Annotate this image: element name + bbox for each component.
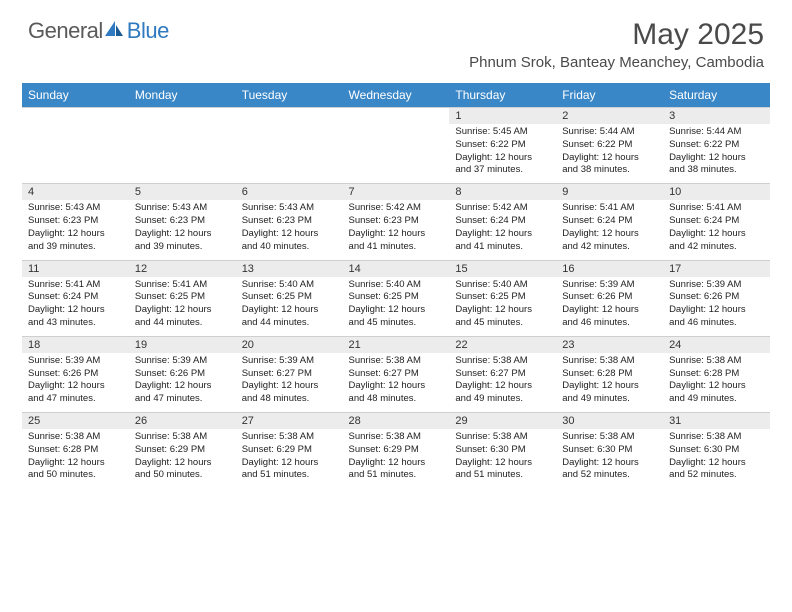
day-number-cell: 3 xyxy=(663,108,770,125)
day-number-cell: 29 xyxy=(449,413,556,430)
day-number-cell: 10 xyxy=(663,184,770,201)
day-number-row: 123 xyxy=(22,108,770,125)
day-content-cell: Sunrise: 5:39 AMSunset: 6:26 PMDaylight:… xyxy=(22,353,129,413)
day-number-cell: 31 xyxy=(663,413,770,430)
day-number-cell: 24 xyxy=(663,336,770,353)
day-number-cell xyxy=(129,108,236,125)
day-content-cell: Sunrise: 5:38 AMSunset: 6:30 PMDaylight:… xyxy=(663,429,770,488)
day-number-cell: 8 xyxy=(449,184,556,201)
month-title: May 2025 xyxy=(469,18,764,52)
logo: General Blue xyxy=(28,18,169,44)
day-number-row: 18192021222324 xyxy=(22,336,770,353)
weekday-header: Monday xyxy=(129,83,236,108)
day-number-cell xyxy=(22,108,129,125)
day-content-row: Sunrise: 5:38 AMSunset: 6:28 PMDaylight:… xyxy=(22,429,770,488)
day-number-cell: 11 xyxy=(22,260,129,277)
day-number-row: 45678910 xyxy=(22,184,770,201)
weekday-header: Wednesday xyxy=(343,83,450,108)
day-content-cell: Sunrise: 5:40 AMSunset: 6:25 PMDaylight:… xyxy=(449,277,556,337)
day-content-cell: Sunrise: 5:43 AMSunset: 6:23 PMDaylight:… xyxy=(129,200,236,260)
day-content-cell: Sunrise: 5:41 AMSunset: 6:25 PMDaylight:… xyxy=(129,277,236,337)
day-number-cell: 19 xyxy=(129,336,236,353)
day-number-cell: 7 xyxy=(343,184,450,201)
day-number-cell: 18 xyxy=(22,336,129,353)
day-content-cell: Sunrise: 5:43 AMSunset: 6:23 PMDaylight:… xyxy=(22,200,129,260)
day-content-cell: Sunrise: 5:39 AMSunset: 6:27 PMDaylight:… xyxy=(236,353,343,413)
day-number-cell xyxy=(343,108,450,125)
day-number-cell: 21 xyxy=(343,336,450,353)
calendar-table: SundayMondayTuesdayWednesdayThursdayFrid… xyxy=(22,83,770,488)
day-content-cell: Sunrise: 5:42 AMSunset: 6:24 PMDaylight:… xyxy=(449,200,556,260)
weekday-header-row: SundayMondayTuesdayWednesdayThursdayFrid… xyxy=(22,83,770,108)
title-block: May 2025 Phnum Srok, Banteay Meanchey, C… xyxy=(469,18,764,71)
weekday-header: Friday xyxy=(556,83,663,108)
day-number-cell: 20 xyxy=(236,336,343,353)
day-content-cell: Sunrise: 5:38 AMSunset: 6:29 PMDaylight:… xyxy=(129,429,236,488)
day-content-row: Sunrise: 5:39 AMSunset: 6:26 PMDaylight:… xyxy=(22,353,770,413)
day-content-cell: Sunrise: 5:41 AMSunset: 6:24 PMDaylight:… xyxy=(556,200,663,260)
day-number-cell: 17 xyxy=(663,260,770,277)
day-number-cell xyxy=(236,108,343,125)
day-content-cell: Sunrise: 5:38 AMSunset: 6:30 PMDaylight:… xyxy=(556,429,663,488)
day-number-cell: 2 xyxy=(556,108,663,125)
day-content-cell: Sunrise: 5:38 AMSunset: 6:27 PMDaylight:… xyxy=(449,353,556,413)
day-number-cell: 25 xyxy=(22,413,129,430)
logo-text-general: General xyxy=(28,18,103,44)
calendar-body: 123 Sunrise: 5:45 AMSunset: 6:22 PMDayli… xyxy=(22,108,770,489)
day-number-cell: 27 xyxy=(236,413,343,430)
day-number-cell: 28 xyxy=(343,413,450,430)
day-content-row: Sunrise: 5:41 AMSunset: 6:24 PMDaylight:… xyxy=(22,277,770,337)
day-number-row: 11121314151617 xyxy=(22,260,770,277)
day-number-cell: 23 xyxy=(556,336,663,353)
day-number-cell: 4 xyxy=(22,184,129,201)
page-header: General Blue May 2025 Phnum Srok, Bantea… xyxy=(0,0,792,75)
day-number-cell: 16 xyxy=(556,260,663,277)
day-content-cell: Sunrise: 5:38 AMSunset: 6:30 PMDaylight:… xyxy=(449,429,556,488)
weekday-header: Sunday xyxy=(22,83,129,108)
day-number-row: 25262728293031 xyxy=(22,413,770,430)
day-content-cell: Sunrise: 5:39 AMSunset: 6:26 PMDaylight:… xyxy=(556,277,663,337)
logo-text-blue: Blue xyxy=(127,18,169,44)
day-content-cell: Sunrise: 5:40 AMSunset: 6:25 PMDaylight:… xyxy=(236,277,343,337)
weekday-header: Thursday xyxy=(449,83,556,108)
day-content-cell: Sunrise: 5:38 AMSunset: 6:29 PMDaylight:… xyxy=(343,429,450,488)
day-content-row: Sunrise: 5:43 AMSunset: 6:23 PMDaylight:… xyxy=(22,200,770,260)
day-number-cell: 9 xyxy=(556,184,663,201)
day-content-cell: Sunrise: 5:42 AMSunset: 6:23 PMDaylight:… xyxy=(343,200,450,260)
day-number-cell: 15 xyxy=(449,260,556,277)
day-number-cell: 13 xyxy=(236,260,343,277)
day-content-cell: Sunrise: 5:38 AMSunset: 6:28 PMDaylight:… xyxy=(556,353,663,413)
day-content-cell xyxy=(129,124,236,184)
weekday-header: Tuesday xyxy=(236,83,343,108)
day-number-cell: 26 xyxy=(129,413,236,430)
day-content-cell: Sunrise: 5:44 AMSunset: 6:22 PMDaylight:… xyxy=(663,124,770,184)
day-content-cell: Sunrise: 5:45 AMSunset: 6:22 PMDaylight:… xyxy=(449,124,556,184)
location-text: Phnum Srok, Banteay Meanchey, Cambodia xyxy=(469,54,764,71)
day-number-cell: 5 xyxy=(129,184,236,201)
day-content-cell: Sunrise: 5:39 AMSunset: 6:26 PMDaylight:… xyxy=(129,353,236,413)
day-content-cell: Sunrise: 5:38 AMSunset: 6:29 PMDaylight:… xyxy=(236,429,343,488)
day-content-cell: Sunrise: 5:43 AMSunset: 6:23 PMDaylight:… xyxy=(236,200,343,260)
day-content-cell xyxy=(236,124,343,184)
day-number-cell: 14 xyxy=(343,260,450,277)
day-number-cell: 1 xyxy=(449,108,556,125)
day-content-cell: Sunrise: 5:41 AMSunset: 6:24 PMDaylight:… xyxy=(663,200,770,260)
day-number-cell: 12 xyxy=(129,260,236,277)
day-content-cell: Sunrise: 5:39 AMSunset: 6:26 PMDaylight:… xyxy=(663,277,770,337)
logo-sail-icon xyxy=(103,19,125,44)
day-content-cell: Sunrise: 5:38 AMSunset: 6:28 PMDaylight:… xyxy=(663,353,770,413)
day-number-cell: 30 xyxy=(556,413,663,430)
day-content-cell: Sunrise: 5:41 AMSunset: 6:24 PMDaylight:… xyxy=(22,277,129,337)
day-number-cell: 6 xyxy=(236,184,343,201)
day-content-row: Sunrise: 5:45 AMSunset: 6:22 PMDaylight:… xyxy=(22,124,770,184)
day-content-cell: Sunrise: 5:44 AMSunset: 6:22 PMDaylight:… xyxy=(556,124,663,184)
day-content-cell: Sunrise: 5:38 AMSunset: 6:27 PMDaylight:… xyxy=(343,353,450,413)
day-number-cell: 22 xyxy=(449,336,556,353)
day-content-cell xyxy=(343,124,450,184)
day-content-cell: Sunrise: 5:38 AMSunset: 6:28 PMDaylight:… xyxy=(22,429,129,488)
weekday-header: Saturday xyxy=(663,83,770,108)
day-content-cell: Sunrise: 5:40 AMSunset: 6:25 PMDaylight:… xyxy=(343,277,450,337)
day-content-cell xyxy=(22,124,129,184)
